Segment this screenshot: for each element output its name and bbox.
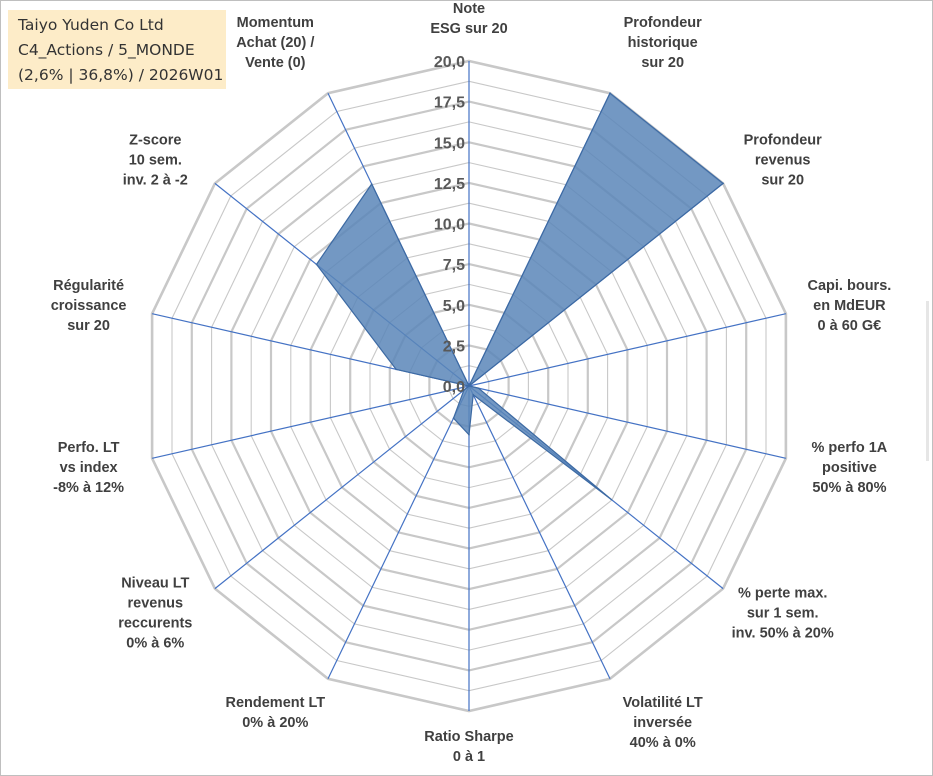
axis-label: Capi. bours. en MdEUR 0 à 60 G€ [808, 278, 892, 334]
axis-spoke [151, 385, 470, 459]
tick-label: 10,0 [434, 217, 465, 234]
tick-label: 12,5 [434, 176, 465, 193]
series-point [452, 417, 455, 420]
axis-label: % perte max. sur 1 sem. inv. 50% à 20% [732, 585, 834, 641]
axis-label: Z-score 10 sem. inv. 2 à -2 [123, 133, 188, 189]
series-layer [315, 92, 725, 501]
axis-spoke [214, 385, 470, 590]
tick-label: 7,5 [443, 257, 465, 274]
axis-spoke [468, 313, 787, 387]
series-point [370, 183, 373, 185]
tick-label: 5,0 [443, 298, 465, 315]
tick-label: 17,5 [434, 95, 465, 112]
stock-category: C4_Actions / 5_MONDE [18, 41, 195, 59]
tick-label: 0,0 [443, 379, 465, 396]
axis-label: % perfo 1A positive 50% à 80% [812, 440, 888, 496]
axis-label: Régularité croissance sur 20 [51, 278, 127, 334]
axis-spoke [468, 385, 787, 459]
series-point [315, 263, 318, 266]
tick-labels: 0,0 2,5 5,0 7,5 10,0 12,5 15,0 17,5 20,0 [434, 54, 465, 396]
tick-label: 15,0 [434, 135, 465, 152]
series-point [477, 387, 480, 390]
scrollbar-hint [926, 301, 929, 461]
axis-label: Profondeur revenus sur 20 [744, 133, 822, 189]
stock-stats: (2,6% | 36,8%) / 2026W01 [18, 66, 224, 84]
series-point [395, 368, 397, 371]
axis-label: Rendement LT 0% à 20% [225, 695, 325, 731]
series-point [609, 92, 611, 94]
info-box: Taiyo Yuden Co Ltd C4_Actions / 5_MONDE … [8, 10, 226, 89]
axis-label: Perfo. LT vs index -8% à 12% [53, 440, 124, 496]
tick-label: 2,5 [443, 338, 465, 355]
series-point [468, 385, 470, 387]
axis-label: Niveau LT revenus reccurents 0% à 6% [118, 575, 192, 651]
axis-label: Ratio Sharpe 0 à 1 [424, 729, 513, 765]
tick-label: 20,0 [434, 54, 465, 71]
axis-spoke [327, 385, 470, 680]
series-point [472, 394, 475, 396]
axis-label: Momentum Achat (20) / Vente (0) [236, 15, 314, 71]
series-point [610, 498, 613, 501]
axis-spoke [468, 385, 611, 680]
axis-labels: Note ESG sur 20 Profondeur historique sur 20… [51, 1, 892, 765]
series-point [463, 389, 465, 391]
series-point [722, 182, 724, 185]
series-point [468, 434, 470, 436]
stock-name: Taiyo Yuden Co Ltd [18, 16, 164, 34]
axis-label: Note ESG sur 20 [430, 1, 507, 37]
axis-label: Profondeur historique sur 20 [624, 15, 702, 71]
axis-label: Volatilité LT inversée 40% à 0% [623, 695, 703, 751]
